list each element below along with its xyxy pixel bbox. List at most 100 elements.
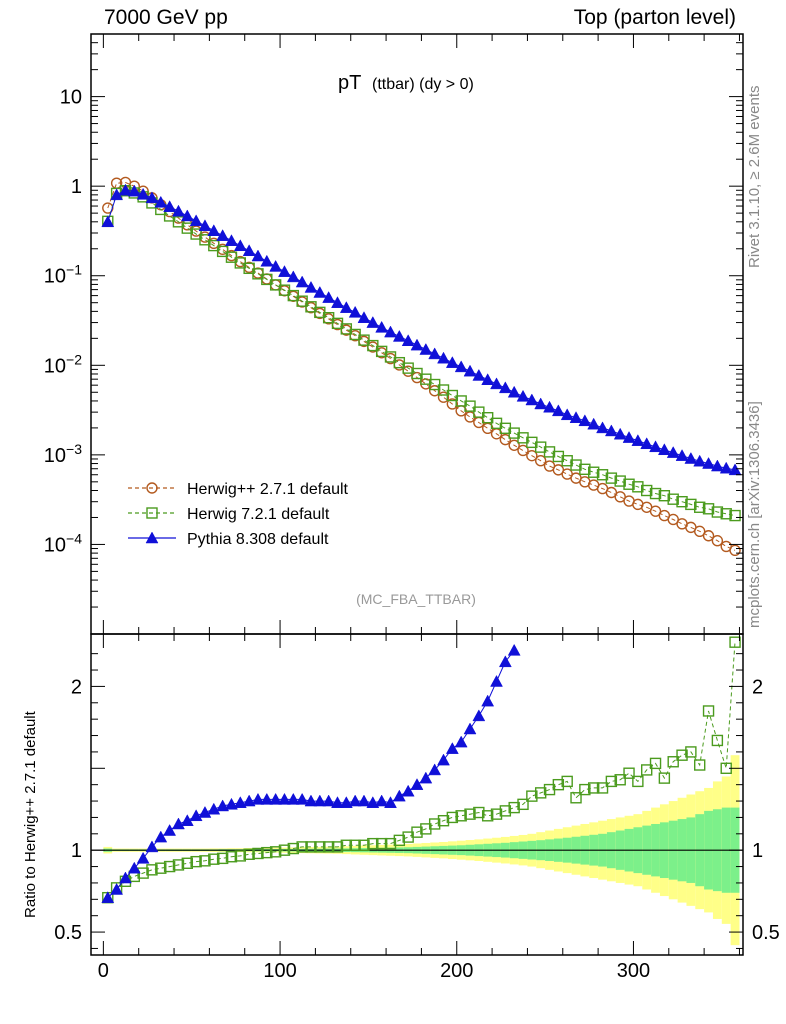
data-point <box>127 184 141 197</box>
data-point <box>251 249 265 262</box>
data-point <box>419 343 433 355</box>
ratio-data-point <box>296 841 308 853</box>
ratio-data-point <box>685 746 697 758</box>
y-tick-label: 10−3 <box>44 441 82 467</box>
data-point <box>728 463 742 476</box>
ratio-data-point <box>445 742 459 754</box>
data-point <box>694 525 706 538</box>
data-point <box>119 183 132 196</box>
header-right: Top (parton level) <box>573 6 736 29</box>
ratio-data-point <box>331 841 344 853</box>
header-left: 7000 GeV pp <box>104 6 228 29</box>
data-point <box>525 393 539 406</box>
ratio-series-line <box>107 642 736 899</box>
data-point <box>366 316 380 328</box>
ratio-data-point <box>269 846 282 858</box>
ratio-data-point <box>437 753 450 766</box>
data-point <box>410 338 424 351</box>
data-point <box>242 244 256 257</box>
data-point <box>605 486 618 499</box>
data-point <box>481 373 495 385</box>
data-point <box>507 385 521 398</box>
ratio-data-point <box>393 834 406 847</box>
data-point <box>499 433 512 446</box>
ratio-data-point <box>649 757 662 770</box>
ratio-data-point <box>127 861 141 874</box>
y-tick-label: 10−2 <box>44 351 82 377</box>
data-point <box>694 501 706 513</box>
ratio-data-point <box>225 797 238 810</box>
data-point <box>719 461 733 474</box>
y-tick-label: 10−1 <box>44 262 82 288</box>
ratio-data-point <box>587 782 600 794</box>
ratio-data-point <box>287 842 300 855</box>
data-point <box>667 513 679 526</box>
ratio-data-point <box>278 844 291 856</box>
ratio-data-point <box>136 851 150 864</box>
data-point <box>498 381 512 394</box>
data-point <box>190 228 202 240</box>
data-point <box>622 431 636 443</box>
ratio-data-point <box>366 796 380 808</box>
ratio-data-point <box>305 841 317 853</box>
data-point <box>233 239 247 252</box>
legend-marker <box>146 507 158 519</box>
ratio-data-point <box>401 784 415 797</box>
legend-label: Pythia 8.308 default <box>187 531 329 548</box>
data-point <box>605 472 618 484</box>
ratio-data-point <box>437 815 450 827</box>
ratio-y-tick-label-right: 1 <box>752 840 763 862</box>
ratio-data-point <box>667 756 679 768</box>
ratio-data-point <box>534 787 547 799</box>
ratio-data-point <box>481 694 495 707</box>
data-point <box>667 493 679 505</box>
data-point <box>392 329 406 342</box>
ratio-data-point <box>234 850 247 862</box>
ratio-data-point <box>155 862 167 874</box>
data-point <box>172 216 185 228</box>
ratio-data-point <box>269 792 283 805</box>
ratio-data-point <box>552 778 565 791</box>
data-point <box>729 544 741 557</box>
data-point <box>632 481 644 493</box>
data-point <box>685 498 697 511</box>
ratio-y-tick-label: 2 <box>71 676 82 698</box>
data-point <box>339 301 353 313</box>
legend: Herwig++ 2.7.1 default Herwig 7.2.1 defau… <box>128 481 349 548</box>
ratio-data-point <box>676 749 688 761</box>
data-point <box>207 224 221 236</box>
data-point <box>649 487 662 500</box>
ratio-data-point <box>286 792 300 805</box>
data-point <box>313 285 327 298</box>
ratio-data-point <box>729 636 741 648</box>
ratio-data-point <box>463 722 477 735</box>
ratio-data-point <box>207 802 221 815</box>
data-point <box>428 347 442 360</box>
ratio-data-point <box>694 759 706 771</box>
data-point <box>560 408 574 421</box>
ratio-data-point <box>340 839 353 851</box>
data-point <box>208 239 220 252</box>
data-point <box>198 219 212 232</box>
ratio-data-point <box>632 775 644 788</box>
data-point <box>587 466 600 478</box>
ratio-data-point <box>498 655 512 668</box>
data-point <box>614 491 626 503</box>
data-point <box>561 455 573 467</box>
ratio-data-point <box>198 805 212 818</box>
plot-title-sub: (ttbar) (dy > 0) <box>372 76 474 93</box>
data-point <box>613 427 627 440</box>
data-point <box>145 191 159 204</box>
analysis-label: (MC_FBA_TTBAR) <box>356 591 476 607</box>
y-tick-label: 10−4 <box>44 530 82 556</box>
ratio-data-point <box>242 794 256 807</box>
ratio-data-point <box>339 796 353 808</box>
data-point <box>454 360 468 373</box>
ratio-data-point <box>508 801 520 814</box>
ratio-data-point <box>314 841 326 853</box>
ratio-data-point <box>464 808 476 820</box>
data-point <box>163 200 177 212</box>
data-point <box>445 356 459 368</box>
ratio-data-point <box>605 775 618 788</box>
data-point <box>216 229 230 241</box>
